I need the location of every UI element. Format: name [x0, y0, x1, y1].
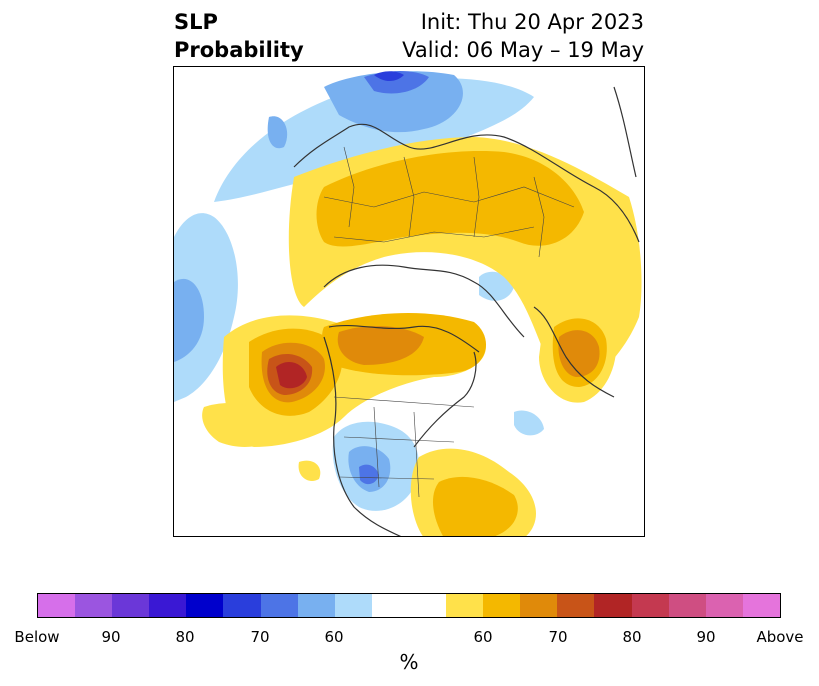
title-product: Probability: [174, 38, 304, 62]
colorbar-segment: [520, 594, 558, 617]
colorbar-tick: 80: [175, 628, 195, 646]
colorbar-tick: 90: [101, 628, 121, 646]
colorbar-segment: [260, 594, 298, 617]
colorbar-segment: [668, 594, 706, 617]
colorbar: [37, 593, 781, 618]
colorbar-segment: [742, 594, 780, 617]
colorbar-tick: 60: [473, 628, 493, 646]
colorbar-segment: [594, 594, 632, 617]
colorbar-segment: [483, 594, 521, 617]
below-normal-shading: [174, 71, 544, 511]
colorbar-tick: Below: [14, 628, 60, 646]
title-right: Init: Thu 20 Apr 2023 Valid: 06 May – 19…: [402, 8, 644, 64]
colorbar-segment: [297, 594, 335, 617]
colorbar-segment: [631, 594, 669, 617]
colorbar-segment: [371, 594, 447, 617]
colorbar-segment: [705, 594, 743, 617]
colorbar-tick: 60: [324, 628, 344, 646]
colorbar-tick: 70: [548, 628, 568, 646]
probability-map: [174, 71, 642, 536]
colorbar-segment: [446, 594, 484, 617]
above-normal-shading: [202, 137, 642, 536]
colorbar-segment: [149, 594, 187, 617]
colorbar-tick: 70: [250, 628, 270, 646]
colorbar-tick: Above: [756, 628, 804, 646]
colorbar-tick: 90: [696, 628, 716, 646]
colorbar-unit-label: %: [399, 650, 419, 674]
init-date: Init: Thu 20 Apr 2023: [420, 10, 644, 34]
coastlines: [293, 86, 640, 536]
colorbar-segment: [334, 594, 372, 617]
colorbar-segment: [75, 594, 113, 617]
colorbar-segment: [38, 594, 76, 617]
title-left: SLP Probability: [174, 8, 304, 64]
colorbar-tick: 80: [622, 628, 642, 646]
valid-range: Valid: 06 May – 19 May: [402, 38, 644, 62]
country-borders: [323, 146, 575, 498]
colorbar-segment: [112, 594, 150, 617]
map-panel: [173, 66, 645, 537]
colorbar-segment: [223, 594, 261, 617]
colorbar-segment: [186, 594, 224, 617]
title-variable: SLP: [174, 10, 218, 34]
colorbar-segment: [557, 594, 595, 617]
